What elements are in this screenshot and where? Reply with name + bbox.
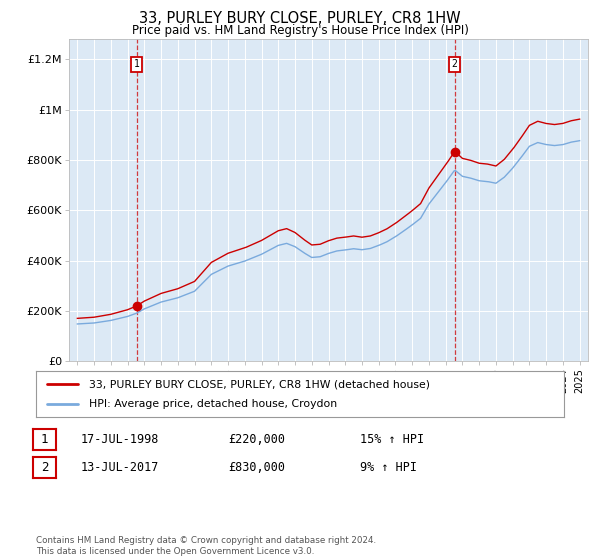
Text: 33, PURLEY BURY CLOSE, PURLEY, CR8 1HW: 33, PURLEY BURY CLOSE, PURLEY, CR8 1HW <box>139 11 461 26</box>
Text: 15% ↑ HPI: 15% ↑ HPI <box>360 433 424 446</box>
Text: 2: 2 <box>41 461 48 474</box>
Text: 13-JUL-2017: 13-JUL-2017 <box>81 461 160 474</box>
Text: 1: 1 <box>134 59 140 69</box>
Text: HPI: Average price, detached house, Croydon: HPI: Average price, detached house, Croy… <box>89 399 337 409</box>
Text: 33, PURLEY BURY CLOSE, PURLEY, CR8 1HW (detached house): 33, PURLEY BURY CLOSE, PURLEY, CR8 1HW (… <box>89 379 430 389</box>
Text: Price paid vs. HM Land Registry's House Price Index (HPI): Price paid vs. HM Land Registry's House … <box>131 24 469 36</box>
Text: Contains HM Land Registry data © Crown copyright and database right 2024.
This d: Contains HM Land Registry data © Crown c… <box>36 536 376 556</box>
Text: 2: 2 <box>452 59 458 69</box>
Text: £830,000: £830,000 <box>228 461 285 474</box>
Text: 9% ↑ HPI: 9% ↑ HPI <box>360 461 417 474</box>
Text: 1: 1 <box>41 433 48 446</box>
Text: £220,000: £220,000 <box>228 433 285 446</box>
Text: 17-JUL-1998: 17-JUL-1998 <box>81 433 160 446</box>
